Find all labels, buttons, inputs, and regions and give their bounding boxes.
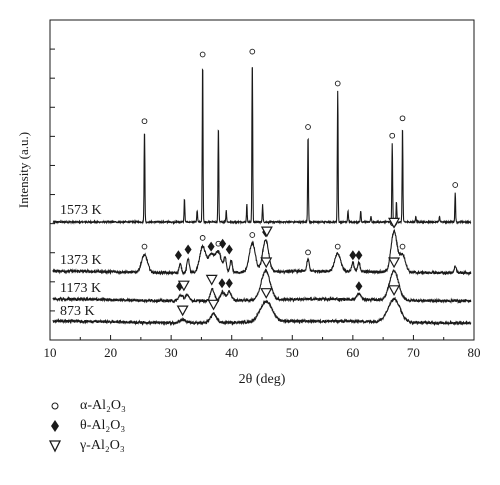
series-label: 1573 K <box>60 203 102 218</box>
x-tick-label: 80 <box>468 345 481 360</box>
x-axis-ticks: 10 20 30 40 50 60 70 80 <box>44 335 481 360</box>
alpha-marker <box>399 243 406 250</box>
x-tick-label: 10 <box>44 345 57 360</box>
legend-label-gamma: γ-Al₂O₃ <box>80 438 125 453</box>
alpha-marker <box>141 243 148 250</box>
legend: α-Al₂O₃ θ-Al₂O₃ γ-Al₂O₃ <box>48 396 126 456</box>
theta-marker <box>349 250 357 261</box>
theta-marker <box>174 250 182 261</box>
series-label: 1373 K <box>60 253 102 268</box>
alpha-marker <box>334 80 341 87</box>
plot-border <box>49 19 475 341</box>
alpha-marker <box>389 132 396 139</box>
legend-item-alpha: α-Al₂O₃ <box>48 396 126 416</box>
series-traces <box>52 67 472 327</box>
y-axis-ticks <box>50 48 55 312</box>
theta-marker <box>218 278 226 289</box>
y-axis-label: Intensity (a.u.) <box>16 132 31 208</box>
theta-marker <box>219 238 227 249</box>
theta-marker <box>225 244 233 255</box>
alpha-marker <box>334 243 341 250</box>
gamma-marker <box>260 257 273 269</box>
plot-frame <box>49 19 475 341</box>
gamma-marker <box>260 226 273 238</box>
alpha-marker <box>199 235 206 241</box>
gamma-marker <box>207 299 220 311</box>
theta-marker <box>355 281 363 292</box>
x-tick-label: 60 <box>346 345 359 360</box>
alpha-marker <box>249 232 256 238</box>
gamma-marker-icon <box>48 440 62 453</box>
theta-marker <box>355 250 363 261</box>
gamma-marker <box>388 217 401 229</box>
phase-markers <box>141 48 459 317</box>
theta-marker <box>184 244 192 255</box>
gamma-marker <box>388 285 401 297</box>
alpha-marker <box>452 182 459 188</box>
alpha-marker <box>305 249 311 256</box>
legend-label-alpha: α-Al₂O₃ <box>80 398 126 413</box>
gamma-marker <box>388 257 401 269</box>
legend-item-theta: θ-Al₂O₃ <box>48 416 126 436</box>
gamma-marker <box>176 305 189 317</box>
alpha-marker <box>305 124 311 130</box>
theta-marker <box>225 278 233 289</box>
alpha-marker-icon <box>51 402 59 410</box>
x-tick-label: 20 <box>104 345 117 360</box>
theta-marker <box>207 241 215 252</box>
x-tick-label: 50 <box>286 345 299 360</box>
alpha-marker <box>249 48 256 55</box>
alpha-marker <box>199 51 206 58</box>
gamma-marker <box>177 280 190 292</box>
theta-marker-icon <box>51 419 59 432</box>
series-line-873-k <box>52 296 472 327</box>
series-line-1173-k <box>52 268 472 305</box>
alpha-marker <box>141 118 148 125</box>
alpha-marker <box>399 115 406 122</box>
legend-item-gamma: γ-Al₂O₃ <box>48 436 126 456</box>
series-labels: 1573 K 1373 K 1173 K 873 K <box>60 203 102 319</box>
legend-label-theta: θ-Al₂O₃ <box>80 418 126 433</box>
x-tick-label: 40 <box>225 345 238 360</box>
x-axis-label: 2θ (deg) <box>239 372 286 387</box>
series-line-1573-k <box>52 67 472 225</box>
series-label: 873 K <box>60 304 95 319</box>
series-label: 1173 K <box>60 281 101 296</box>
gamma-marker <box>260 288 273 299</box>
series-line-1373-k <box>52 229 472 277</box>
x-tick-label: 70 <box>407 345 420 360</box>
gamma-marker <box>205 274 218 286</box>
x-tick-label: 30 <box>165 345 178 360</box>
